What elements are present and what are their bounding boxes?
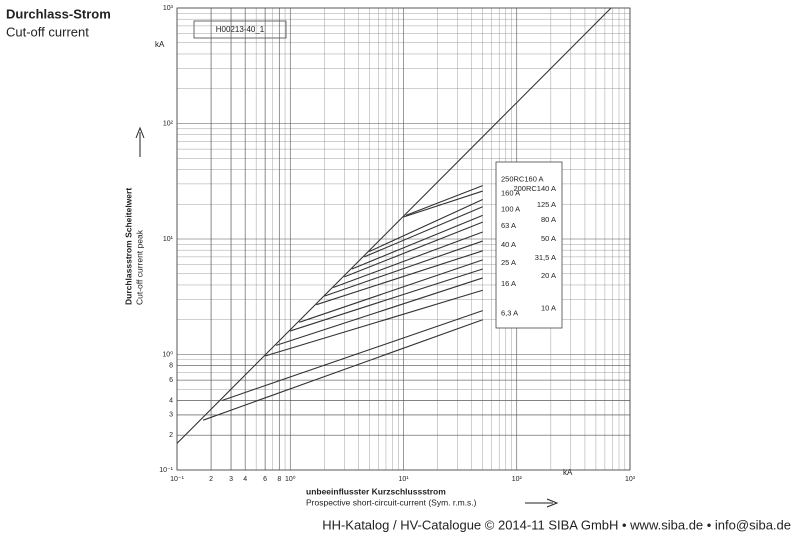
legend-label: 10 A <box>541 304 556 313</box>
legend-label: 25 A <box>501 258 516 267</box>
line <box>364 206 483 258</box>
reference-code: H00213-40_1 <box>216 25 265 34</box>
legend-label: 100 A <box>501 204 520 213</box>
line <box>351 214 483 270</box>
x-tick-label: 10⁰ <box>285 475 296 483</box>
y-tick-label: 10⁻¹ <box>159 467 173 474</box>
footer: HH-Katalog / HV-Catalogue © 2014-11 SIBA… <box>322 517 791 532</box>
legend-label: 40 A <box>501 240 516 249</box>
legend-box <box>495 161 563 329</box>
line <box>369 198 483 252</box>
legend-label: 16 A <box>501 279 516 288</box>
line <box>264 289 483 357</box>
x-tick-label: 10⁻¹ <box>170 476 184 483</box>
x-axis-label: Prospective short-circuit-current (Sym. … <box>306 497 477 507</box>
legend-label: 125 A <box>537 200 556 209</box>
line <box>333 231 483 289</box>
legend-label: 6,3 A <box>501 309 518 318</box>
line <box>316 250 483 306</box>
x-tick-label: 10¹ <box>398 476 409 483</box>
x-tick-label: 10³ <box>625 476 636 483</box>
legend-label: 63 A <box>501 221 516 230</box>
y-axis-label: Cut-off current peak <box>134 229 144 305</box>
line <box>324 240 483 297</box>
line <box>344 221 483 278</box>
y-axis-label: Durchlassstrom Scheitelwert <box>123 188 133 305</box>
arrow-head <box>135 126 145 139</box>
y-tick-label: 6 <box>169 377 173 384</box>
legend-label: 200RC140 A <box>513 184 556 193</box>
chart-subtitle: Cut-off current <box>6 24 89 39</box>
x-tick-label: 10² <box>512 476 523 483</box>
x-tick-label: 4 <box>243 476 247 483</box>
line <box>290 268 483 332</box>
y-tick-label: 10³ <box>163 5 174 12</box>
line <box>221 310 483 401</box>
y-tick-label: 10² <box>163 120 174 127</box>
x-tick-label: 6 <box>263 476 267 483</box>
legend-label: 160 A <box>501 188 520 197</box>
legend-label: 80 A <box>541 215 556 224</box>
x-tick-label: 2 <box>209 476 213 483</box>
x-unit: kA <box>563 468 573 477</box>
line <box>176 7 612 444</box>
x-axis-label: unbeeinflusster Kurzschlussstrom <box>306 486 446 496</box>
arrow-head <box>546 498 559 508</box>
y-tick-label: 10⁰ <box>162 350 173 358</box>
chart-title: Durchlass-Strom <box>6 6 111 21</box>
x-tick-label: 3 <box>229 476 233 483</box>
line <box>275 277 483 346</box>
line <box>403 190 483 218</box>
y-tick-label: 10¹ <box>163 236 174 243</box>
y-unit: kA <box>155 40 165 49</box>
legend-label: 250RC160 A <box>501 175 544 184</box>
x-tick-label: 8 <box>277 476 281 483</box>
line <box>299 259 483 323</box>
y-tick-label: 8 <box>169 363 173 370</box>
y-tick-label: 2 <box>169 432 173 439</box>
y-tick-label: 3 <box>169 412 173 419</box>
line <box>202 319 483 421</box>
line <box>405 185 483 216</box>
legend-label: 20 A <box>541 271 556 280</box>
legend-label: 31,5 A <box>535 253 556 262</box>
plot-border <box>176 7 631 471</box>
y-tick-label: 4 <box>169 397 173 404</box>
legend-label: 50 A <box>541 234 556 243</box>
